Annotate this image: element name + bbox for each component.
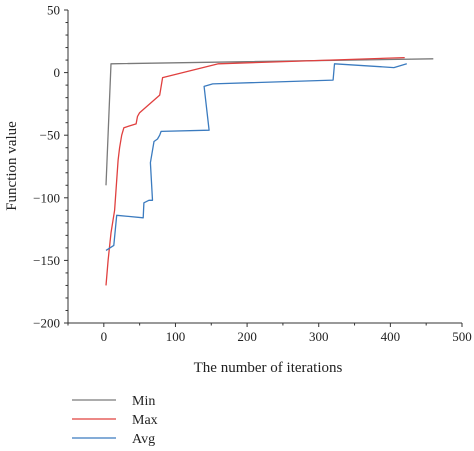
x-tick-label: 0 bbox=[101, 329, 108, 344]
legend-label-avg: Avg bbox=[132, 432, 155, 447]
y-tick-label: −200 bbox=[33, 316, 60, 331]
legend-label-min: Min bbox=[132, 394, 155, 409]
x-axis-title: The number of iterations bbox=[194, 360, 343, 376]
series-line-avg bbox=[105, 63, 407, 251]
legend-label-max: Max bbox=[132, 413, 158, 428]
ticks-layer: 0 100 200 300 400 500 −200 −150 −100 −50 0 50 bbox=[33, 3, 472, 345]
x-tick-label: 200 bbox=[237, 329, 257, 344]
y-axis-title: Function value bbox=[4, 121, 20, 211]
y-tick-label: 50 bbox=[47, 3, 60, 18]
series-line-max bbox=[105, 56, 405, 286]
y-tick-label: −100 bbox=[33, 190, 60, 205]
x-tick-label: 100 bbox=[166, 329, 186, 344]
x-tick-label: 400 bbox=[381, 329, 401, 344]
plot-frame bbox=[67, 10, 462, 324]
series-line-min bbox=[105, 58, 434, 186]
legend: Min Max Avg bbox=[72, 394, 158, 447]
y-tick-label: 0 bbox=[54, 65, 61, 80]
y-tick-label: −50 bbox=[40, 128, 60, 143]
y-tick-label: −150 bbox=[33, 253, 60, 268]
series-layer bbox=[105, 56, 434, 286]
x-tick-label: 500 bbox=[452, 329, 472, 344]
x-tick-label: 300 bbox=[309, 329, 329, 344]
